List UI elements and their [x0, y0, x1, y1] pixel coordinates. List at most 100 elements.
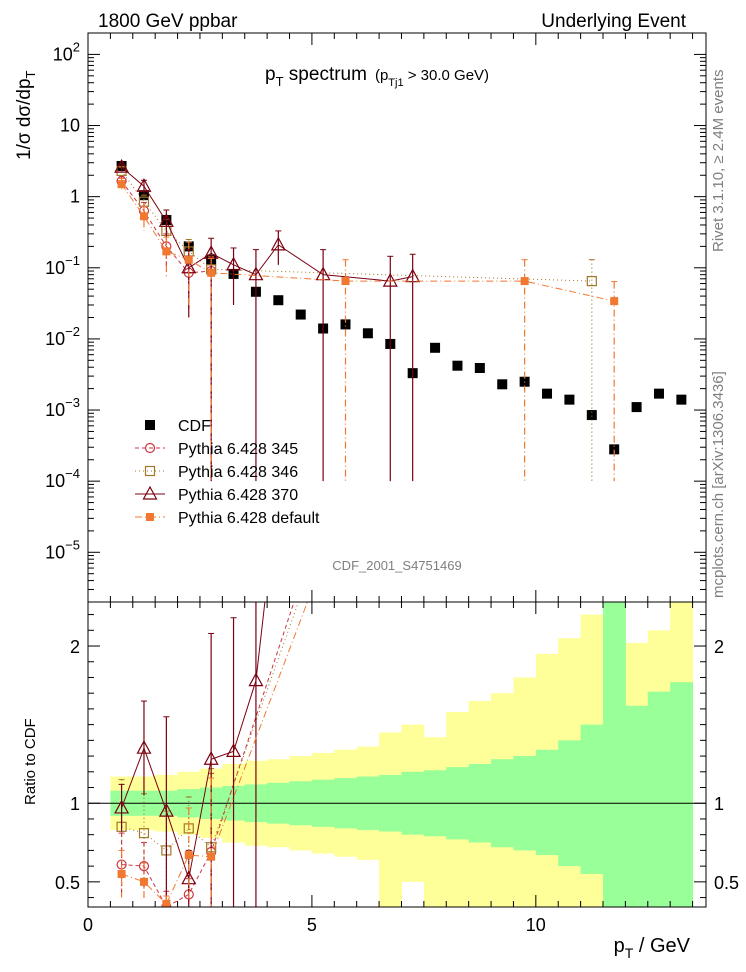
ratio-y-tick-label: 1: [70, 794, 80, 814]
ratio-y-tick-label-right: 1: [714, 794, 724, 814]
x-tick-label: 0: [83, 915, 93, 935]
top-y-axis: 102 10 1 10−1 10−2 10−3 10−4 10−5: [45, 32, 706, 603]
y-tick-label: 10: [60, 116, 80, 136]
legend-entry-p370: Pythia 6.428 370: [135, 485, 298, 504]
legend: CDF Pythia 6.428 345 Pythia 6.428 346 Pythi…: [135, 418, 320, 527]
data-point: [542, 388, 553, 399]
data-point: [610, 297, 619, 306]
inner-band-bin: [670, 682, 694, 907]
ratio-point: [138, 828, 150, 839]
ratio-point: [248, 672, 264, 687]
data-point: [226, 256, 242, 271]
x-axis-label: pT / GeV: [614, 935, 691, 961]
inner-band-bin: [625, 705, 649, 907]
data-point: [295, 309, 306, 320]
data-point: [340, 319, 351, 330]
data-point: [158, 213, 174, 227]
inner-band-bin: [535, 749, 559, 856]
ratio-series-pdefault: [117, 602, 308, 907]
ratio-point: [158, 802, 174, 817]
legend-entry-cdf: CDF: [145, 418, 211, 435]
ratio-series-group: [114, 602, 308, 907]
y-tick-label: 10−1: [45, 253, 80, 278]
data-point: [609, 444, 620, 455]
plot-title: pT spectrum (pTj1 > 30.0 GeV): [265, 64, 489, 89]
legend-label: Pythia 6.428 345: [178, 441, 298, 458]
x-axis: 0 5 10: [83, 33, 694, 935]
ratio-y-axis: 0.5 0.5 1 1 2 2: [55, 614, 739, 899]
legend-marker: [145, 420, 155, 430]
data-point: [631, 402, 642, 413]
x-tick-label: 5: [307, 915, 317, 935]
ratio-y-tick-label: 2: [70, 637, 80, 657]
legend-label: Pythia 6.428 default: [178, 510, 320, 527]
header-right: Underlying Event: [541, 11, 686, 32]
ratio-point: [162, 899, 171, 907]
spectrum-plot: 102 10 1 10−1 10−2 10−3 10−4 10−5: [45, 32, 707, 603]
data-point: [270, 236, 286, 251]
legend-entry-p346: Pythia 6.428 346: [135, 464, 298, 481]
y-tick-label: 1: [70, 187, 80, 207]
header-left: 1800 GeV ppbar: [98, 11, 238, 32]
data-point: [117, 180, 126, 189]
ratio-point: [226, 743, 242, 757]
data-point: [405, 268, 421, 283]
series-p370: [114, 158, 421, 482]
data-point: [162, 247, 171, 256]
ratio-y-axis-label: Ratio to CDF: [22, 718, 39, 805]
ratio-y-tick-label-right: 0.5: [714, 873, 739, 893]
data-point: [586, 410, 597, 421]
data-point: [474, 362, 485, 373]
data-point: [341, 277, 350, 286]
ratio-point: [117, 869, 126, 878]
ratio-y-tick-label-right: 2: [714, 637, 724, 657]
data-point: [497, 379, 508, 390]
ratio-point: [114, 799, 130, 814]
data-point: [362, 328, 373, 339]
ratio-y-tick-label: 0.5: [55, 873, 80, 893]
data-point: [430, 342, 441, 353]
y-tick-label: 10−4: [45, 466, 80, 491]
legend-label: Pythia 6.428 370: [178, 487, 298, 504]
ratio-line: [121, 602, 266, 879]
legend-entry-pdefault: Pythia 6.428 default: [135, 510, 320, 527]
legend-marker: [144, 465, 156, 477]
data-point: [114, 158, 130, 173]
inner-band-bin: [647, 691, 671, 907]
y-tick-label: 10−3: [45, 395, 80, 420]
legend-label: Pythia 6.428 346: [178, 464, 298, 481]
data-point: [207, 268, 216, 277]
legend-marker: [146, 513, 154, 521]
rivet-side-label: Rivet 3.1.10, ≥ 2.4M events: [710, 70, 727, 253]
series-pdefault: [117, 178, 619, 482]
data-point: [520, 277, 529, 286]
data-point: [248, 266, 264, 281]
top-y-axis-label: 1/σ dσ/dpT: [14, 70, 38, 160]
top-series-group: [114, 158, 687, 482]
inner-band-bin: [580, 724, 604, 874]
bottom-frame: [87, 601, 707, 908]
ratio-line: [121, 602, 295, 907]
ratio-point: [207, 852, 216, 861]
data-point: [382, 272, 398, 287]
ratio-series-p370: [114, 602, 266, 907]
legend-marker: [144, 442, 156, 454]
x-tick-label: 10: [526, 915, 546, 935]
series-line: [121, 180, 212, 274]
y-tick-label: 10−5: [45, 537, 80, 562]
data-point: [139, 212, 148, 221]
uncertainty-bands: [110, 602, 694, 907]
data-point: [676, 394, 687, 405]
legend-marker: [142, 485, 158, 500]
analysis-watermark: CDF_2001_S4751469: [332, 558, 461, 573]
data-point: [136, 178, 152, 192]
data-point: [184, 255, 193, 264]
data-point: [273, 295, 284, 306]
y-tick-label: 10−2: [45, 324, 80, 349]
ratio-point: [184, 851, 193, 860]
series-cdf: [116, 160, 687, 455]
ratio-plot: 0.5 0.5 1 1 2 2 0 5 10: [55, 33, 739, 935]
data-point: [653, 388, 664, 399]
data-point: [586, 275, 597, 287]
